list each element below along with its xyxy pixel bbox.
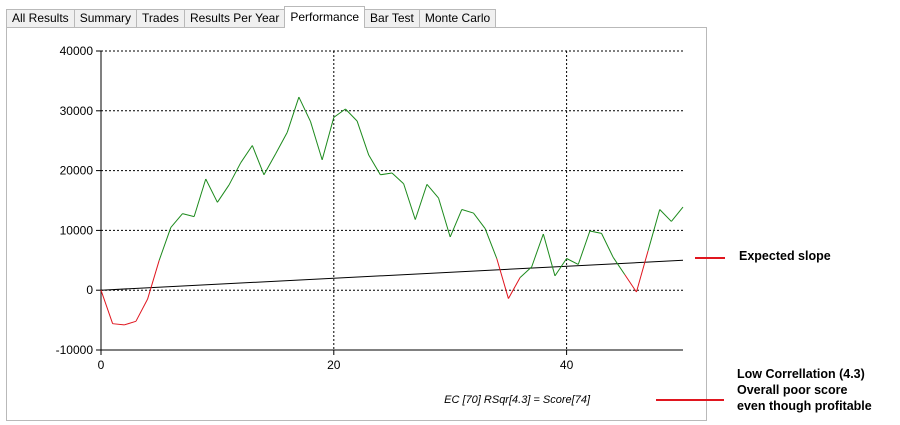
equity-curve-segment (298, 96, 311, 122)
equity-curve-segment (182, 213, 195, 218)
tab-bar-test[interactable]: Bar Test (364, 9, 420, 28)
equity-curve-segment (251, 145, 265, 175)
equity-curve-segment (333, 108, 346, 118)
y-tick-label: 40000 (60, 44, 94, 58)
correlation-marker (656, 399, 724, 401)
equity-curve-segment (391, 172, 404, 185)
equity-curve-segment (170, 213, 183, 228)
tab-trades[interactable]: Trades (136, 9, 185, 28)
equity-curve-segment (601, 233, 614, 258)
correlation-note-line-2: Overall poor score (737, 383, 848, 397)
equity-curve-segment (531, 233, 544, 268)
equity-curve-segment (473, 212, 486, 229)
equity-curve-segment (566, 258, 579, 265)
equity-curve-segment (100, 290, 114, 324)
equity-curve-segment (228, 162, 242, 186)
equity-curve-segment (461, 208, 474, 214)
y-tick-label: 10000 (60, 223, 94, 237)
equity-curve-segment (426, 184, 439, 199)
performance-panel: -10000 0 10000 20000 30000 40000 0 20 40 EC [70] … (6, 27, 707, 421)
equity-curve-segment (496, 258, 509, 299)
equity-curve-segment (670, 206, 684, 222)
tab-all-results[interactable]: All Results (6, 9, 75, 28)
y-tick-label: 0 (86, 283, 93, 297)
equity-curve-segment (275, 132, 288, 155)
equity-curve-segment (542, 233, 556, 276)
equity-curve-segment (554, 258, 568, 277)
equity-curve-segment (216, 184, 230, 203)
tab-strip: All Results Summary Trades Results Per Year… (6, 6, 497, 28)
expected-slope-label: Expected slope (739, 249, 831, 263)
equity-curve-segment (624, 274, 637, 293)
equity-curve-segment (589, 230, 602, 234)
equity-curve-segment (380, 172, 393, 176)
x-tick-label: 0 (98, 358, 105, 372)
tab-performance[interactable]: Performance (284, 6, 366, 28)
equity-curve-segment (112, 323, 125, 326)
equity-curve-segment (414, 184, 428, 220)
tab-monte-carlo[interactable]: Monte Carlo (418, 9, 497, 28)
correlation-note: Low Correllation (4.3) Overall poor scor… (737, 366, 872, 414)
equity-curve-segment (321, 117, 335, 160)
equity-curve-segment (577, 230, 591, 265)
equity-curve-segment (449, 209, 463, 238)
equity-curve-segment (612, 257, 626, 275)
tab-summary[interactable]: Summary (73, 9, 138, 28)
equity-curve-segment (147, 260, 160, 300)
equity-curve-segment (519, 266, 533, 279)
equity-curve-segment (345, 108, 358, 122)
correlation-note-line-1: Low Correllation (4.3) (737, 367, 865, 381)
score-footer: EC [70] RSqr[4.3] = Score[74] (444, 394, 591, 406)
equity-curve-segment (403, 183, 416, 220)
y-tick-label: 20000 (60, 164, 94, 178)
correlation-note-line-3: even though profitable (737, 399, 872, 413)
equity-curve-segment (205, 178, 218, 203)
equity-curve-chart: -10000 0 10000 20000 30000 40000 0 20 40 EC [70] … (56, 44, 684, 406)
equity-curve-segment (635, 250, 649, 293)
expected-slope-marker (695, 257, 725, 259)
y-tick-label: 30000 (60, 104, 94, 118)
equity-curve-segment (310, 121, 323, 160)
equity-curve-segment (286, 96, 300, 133)
equity-curve-segment (356, 120, 370, 156)
equity-curve-segment (507, 277, 521, 299)
equity-curve-segment (368, 154, 381, 176)
equity-curve-segment (438, 197, 451, 238)
equity-curve-segment (484, 228, 498, 259)
expected-slope-line (100, 259, 684, 291)
equity-curve-segment (263, 153, 277, 176)
x-tick-label: 40 (560, 358, 574, 372)
equity-curve-segment (193, 178, 207, 217)
equity-curve-segment (647, 209, 661, 251)
equity-curve-segment (240, 145, 253, 164)
equity-curve-segment (158, 227, 172, 261)
x-tick-label: 20 (327, 358, 341, 372)
equity-curve-segment (124, 320, 137, 326)
equity-curve-segment (659, 209, 672, 222)
tab-results-per-year[interactable]: Results Per Year (183, 9, 286, 28)
equity-curve-segment (135, 298, 149, 322)
y-tick-label: -10000 (56, 343, 94, 357)
